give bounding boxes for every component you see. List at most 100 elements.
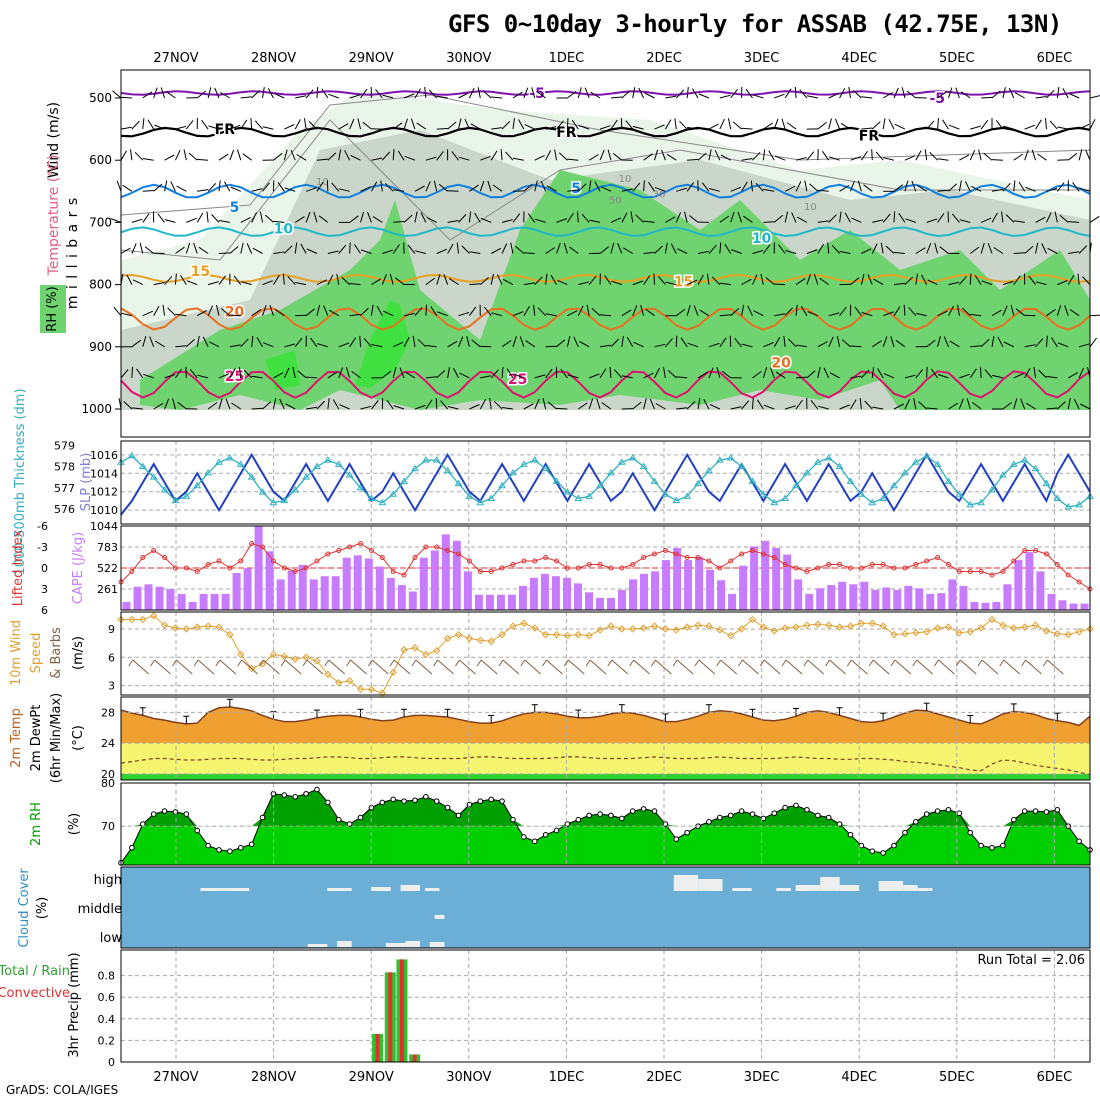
date-label-bottom: 28NOV (251, 1070, 296, 1085)
wind-barb (1069, 309, 1080, 317)
thickness-point (1064, 503, 1073, 510)
wind-speed-point (454, 630, 463, 639)
wind-barb (661, 149, 666, 161)
thickness-point (683, 492, 692, 499)
wind-barb (357, 118, 362, 130)
wind-speed-point (280, 652, 289, 661)
grads-credit: GrADS: COLA/IGES (6, 1083, 119, 1097)
rh2m-point (804, 806, 810, 813)
lifted-index-point (238, 558, 244, 564)
slp-ytick-label: 1016 (90, 449, 118, 462)
lifted-index-point (837, 562, 843, 567)
wind-barb (687, 126, 699, 130)
wind-barb (417, 338, 427, 348)
slp-ylabel: SLP (mb) (79, 453, 94, 512)
rh-contour-line (120, 94, 1091, 216)
wind-barb (144, 246, 154, 254)
wind-barb (599, 149, 605, 161)
wind-barb (294, 119, 301, 130)
wind-barb (734, 337, 742, 348)
wind-barb (773, 214, 784, 223)
cloud-bar-middle (434, 915, 445, 919)
wind-barb (375, 88, 383, 99)
wind-barb (242, 153, 252, 161)
wind-barb (775, 371, 786, 379)
wind-barb (269, 305, 274, 316)
wind-barb (186, 217, 197, 223)
isotherm-10 (120, 226, 1091, 238)
thickness-point (781, 494, 790, 501)
lifted-index-point (793, 565, 799, 571)
wind-barb (230, 186, 241, 192)
wind-barb (601, 402, 612, 410)
wind-barb (1013, 372, 1025, 379)
wind-barb (297, 370, 307, 379)
wind-barb (207, 281, 219, 286)
wind-barb (980, 217, 992, 223)
cloud-bar-high (839, 885, 860, 891)
wind-barb (579, 341, 590, 348)
wind-barb (635, 214, 644, 223)
thickness-point (432, 456, 441, 463)
wind-barb (1002, 280, 1014, 286)
wind-barb (1056, 87, 1060, 99)
wind-barb (1038, 369, 1047, 379)
wind-barb (969, 273, 972, 285)
wind-barb (806, 249, 818, 254)
lifted-index-point (270, 558, 276, 564)
cape-bar (904, 585, 913, 610)
date-label-top: 27NOV (153, 51, 198, 66)
thickness-point (454, 479, 463, 487)
wind-barb (573, 336, 579, 348)
wind-barb (698, 93, 710, 99)
wind-barb (316, 304, 321, 316)
wind-speed-point (857, 619, 866, 628)
wind-barb (305, 308, 315, 317)
wind-barb (918, 401, 928, 410)
cape-bar (981, 602, 990, 610)
lifted-index-point (945, 562, 951, 567)
thickness-point (291, 485, 300, 493)
wind-barb (275, 308, 285, 317)
wind-barb (1013, 275, 1021, 285)
wind-barb (882, 213, 891, 223)
wind-barb (806, 274, 811, 285)
wind-barb (381, 274, 387, 285)
lifted-index-point (172, 565, 178, 571)
wind-barb (741, 400, 750, 410)
thickness-point (465, 492, 474, 499)
wind-speed-point (476, 636, 484, 645)
cloud-bar-high (917, 888, 933, 891)
wind-barb (305, 89, 314, 99)
thickness-point (596, 481, 604, 489)
cape-bar (926, 593, 935, 610)
wind-barb (491, 312, 503, 317)
thickness-point (345, 471, 354, 478)
wind-barb (1035, 281, 1047, 286)
wind-barb (799, 89, 808, 99)
wind-barb (657, 275, 666, 285)
wind-barb (154, 124, 165, 130)
wind-barb (254, 120, 263, 130)
wind-barb (1067, 152, 1078, 161)
cape-bar (364, 558, 373, 610)
wind-barb (218, 180, 221, 192)
wind-speed-point (128, 615, 136, 624)
wind-barb-10m (459, 659, 476, 675)
wind-speed-point (149, 612, 158, 620)
wind-barb-flag (280, 659, 286, 667)
precip-convective-bar (375, 1033, 380, 1062)
wind-barb (556, 218, 567, 223)
wind-barb (327, 152, 337, 161)
wind-barb (252, 247, 263, 254)
temp-area (121, 707, 1090, 744)
wind-barb (262, 305, 267, 316)
isotherm-label: 5 (230, 200, 240, 216)
wind-barb (428, 89, 438, 99)
wind-barb (970, 313, 982, 317)
thickness-point (672, 496, 681, 504)
wind-barb (556, 407, 568, 410)
wind-barb (961, 307, 971, 317)
wind-barb (841, 339, 851, 348)
wind-barb (861, 96, 873, 99)
